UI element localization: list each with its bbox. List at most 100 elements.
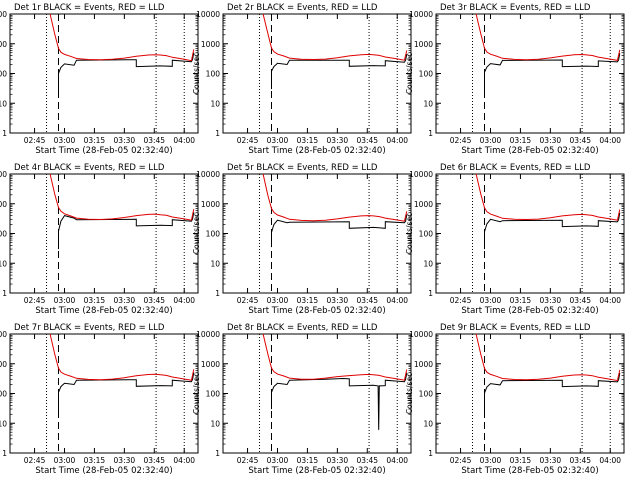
lld-series-line <box>475 333 621 382</box>
x-tick-label: 03:00 <box>480 296 502 305</box>
y-tick-label: 1000 <box>201 40 220 49</box>
y-tick-label: 1 <box>215 129 220 138</box>
y-tick-label: 10000 <box>196 330 220 339</box>
x-tick-label: 03:00 <box>267 136 289 145</box>
lld-series-line <box>475 13 621 61</box>
y-axis-label: Counts/sec <box>192 373 201 414</box>
x-tick-label: 03:00 <box>267 296 289 305</box>
x-tick-label: 03:30 <box>114 456 136 465</box>
y-tick-label: 100 <box>419 70 434 79</box>
lld-series-line <box>49 13 195 62</box>
lld-series-line <box>262 173 408 222</box>
x-tick-label: 03:15 <box>297 136 319 145</box>
events-series-line <box>484 212 621 250</box>
y-tick-label: 1000 <box>414 40 433 49</box>
y-tick-label: 100 <box>206 390 221 399</box>
x-axis-label: Start Time (28-Feb-05 02:32:40) <box>461 146 598 156</box>
plot-frame <box>435 13 625 134</box>
x-tick-label: 04:00 <box>173 136 195 145</box>
y-tick-label: 1 <box>428 289 433 298</box>
x-tick-label: 03:00 <box>480 456 502 465</box>
y-tick-label: 10 <box>423 259 433 268</box>
x-tick-label: 03:30 <box>114 296 136 305</box>
y-tick-label: 10000 <box>0 170 7 179</box>
x-tick-label: 03:00 <box>54 136 76 145</box>
plot-frame <box>222 333 412 454</box>
y-axis-label: Counts/sec <box>405 213 414 254</box>
y-tick-label: 10 <box>210 419 220 428</box>
events-series-line <box>58 372 195 412</box>
x-tick-label: 02:45 <box>24 456 46 465</box>
y-tick-label: 100 <box>206 70 221 79</box>
x-tick-label: 03:00 <box>54 456 76 465</box>
y-tick-label: 1 <box>2 449 7 458</box>
chart-title: Det 4r BLACK = Events, RED = LLD <box>14 163 165 173</box>
events-series-line <box>58 52 195 95</box>
chart-title: Det 1r BLACK = Events, RED = LLD <box>14 3 165 13</box>
chart-title: Det 2r BLACK = Events, RED = LLD <box>227 3 378 13</box>
x-axis-label: Start Time (28-Feb-05 02:32:40) <box>35 466 172 476</box>
lld-series-line <box>262 13 408 61</box>
x-tick-label: 03:45 <box>569 456 591 465</box>
plot-frame <box>222 13 412 134</box>
plot-frame <box>435 333 625 454</box>
x-tick-label: 02:45 <box>450 296 472 305</box>
y-tick-label: 1 <box>215 449 220 458</box>
chart-panel-2: Det 2r BLACK = Events, RED = LLD 1 10 100 10… <box>192 3 412 156</box>
chart-panel-9: Det 9r BLACK = Events, RED = LLD 1 10 100 10… <box>405 323 625 476</box>
y-tick-label: 100 <box>206 230 221 239</box>
chart-panel-5: Det 5r BLACK = Events, RED = LLD 1 10 100 10… <box>192 163 412 316</box>
x-axis-label: Start Time (28-Feb-05 02:32:40) <box>248 306 385 316</box>
x-tick-label: 02:45 <box>237 136 259 145</box>
y-tick-label: 10000 <box>409 170 433 179</box>
x-tick-label: 04:00 <box>386 136 408 145</box>
events-series-line <box>58 212 195 250</box>
y-axis-label: Counts/sec <box>192 213 201 254</box>
chart-title: Det 3r BLACK = Events, RED = LLD <box>440 3 591 13</box>
x-tick-label: 02:45 <box>24 296 46 305</box>
x-tick-label: 03:15 <box>84 296 106 305</box>
y-tick-label: 100 <box>0 230 7 239</box>
y-tick-label: 1000 <box>201 200 220 209</box>
lld-series-line <box>262 333 408 381</box>
events-series-line <box>484 372 621 412</box>
plot-frame <box>9 333 199 454</box>
x-tick-label: 03:15 <box>510 296 532 305</box>
x-axis-label: Start Time (28-Feb-05 02:32:40) <box>461 466 598 476</box>
x-tick-label: 03:00 <box>267 456 289 465</box>
y-tick-label: 10 <box>0 259 7 268</box>
x-tick-label: 03:30 <box>540 296 562 305</box>
x-tick-label: 03:45 <box>569 136 591 145</box>
events-series-line <box>271 372 408 430</box>
chart-title: Det 6r BLACK = Events, RED = LLD <box>440 163 591 173</box>
y-tick-label: 10 <box>423 419 433 428</box>
x-axis-label: Start Time (28-Feb-05 02:32:40) <box>461 306 598 316</box>
x-axis-label: Start Time (28-Feb-05 02:32:40) <box>248 146 385 156</box>
x-axis-label: Start Time (28-Feb-05 02:32:40) <box>35 306 172 316</box>
x-tick-label: 03:45 <box>356 456 378 465</box>
y-tick-label: 1000 <box>201 360 220 369</box>
events-series-line <box>271 54 408 90</box>
y-tick-label: 10000 <box>0 330 7 339</box>
events-series-line <box>484 53 621 92</box>
x-tick-label: 02:45 <box>450 456 472 465</box>
x-tick-label: 02:45 <box>450 136 472 145</box>
lld-series-line <box>475 173 621 221</box>
y-tick-label: 10 <box>0 419 7 428</box>
x-tick-label: 04:00 <box>599 136 621 145</box>
y-tick-label: 10000 <box>0 10 7 19</box>
events-series-line <box>271 214 408 248</box>
y-tick-label: 1 <box>428 129 433 138</box>
x-tick-label: 04:00 <box>173 296 195 305</box>
x-tick-label: 03:15 <box>84 456 106 465</box>
x-tick-label: 03:45 <box>143 296 165 305</box>
x-tick-label: 03:00 <box>480 136 502 145</box>
x-tick-label: 02:45 <box>237 456 259 465</box>
chart-title: Det 9r BLACK = Events, RED = LLD <box>440 323 591 333</box>
x-tick-label: 03:00 <box>54 296 76 305</box>
x-tick-label: 03:45 <box>143 136 165 145</box>
x-tick-label: 03:15 <box>297 456 319 465</box>
x-tick-label: 04:00 <box>599 456 621 465</box>
y-axis-label: Counts/sec <box>405 373 414 414</box>
x-axis-label: Start Time (28-Feb-05 02:32:40) <box>35 146 172 156</box>
